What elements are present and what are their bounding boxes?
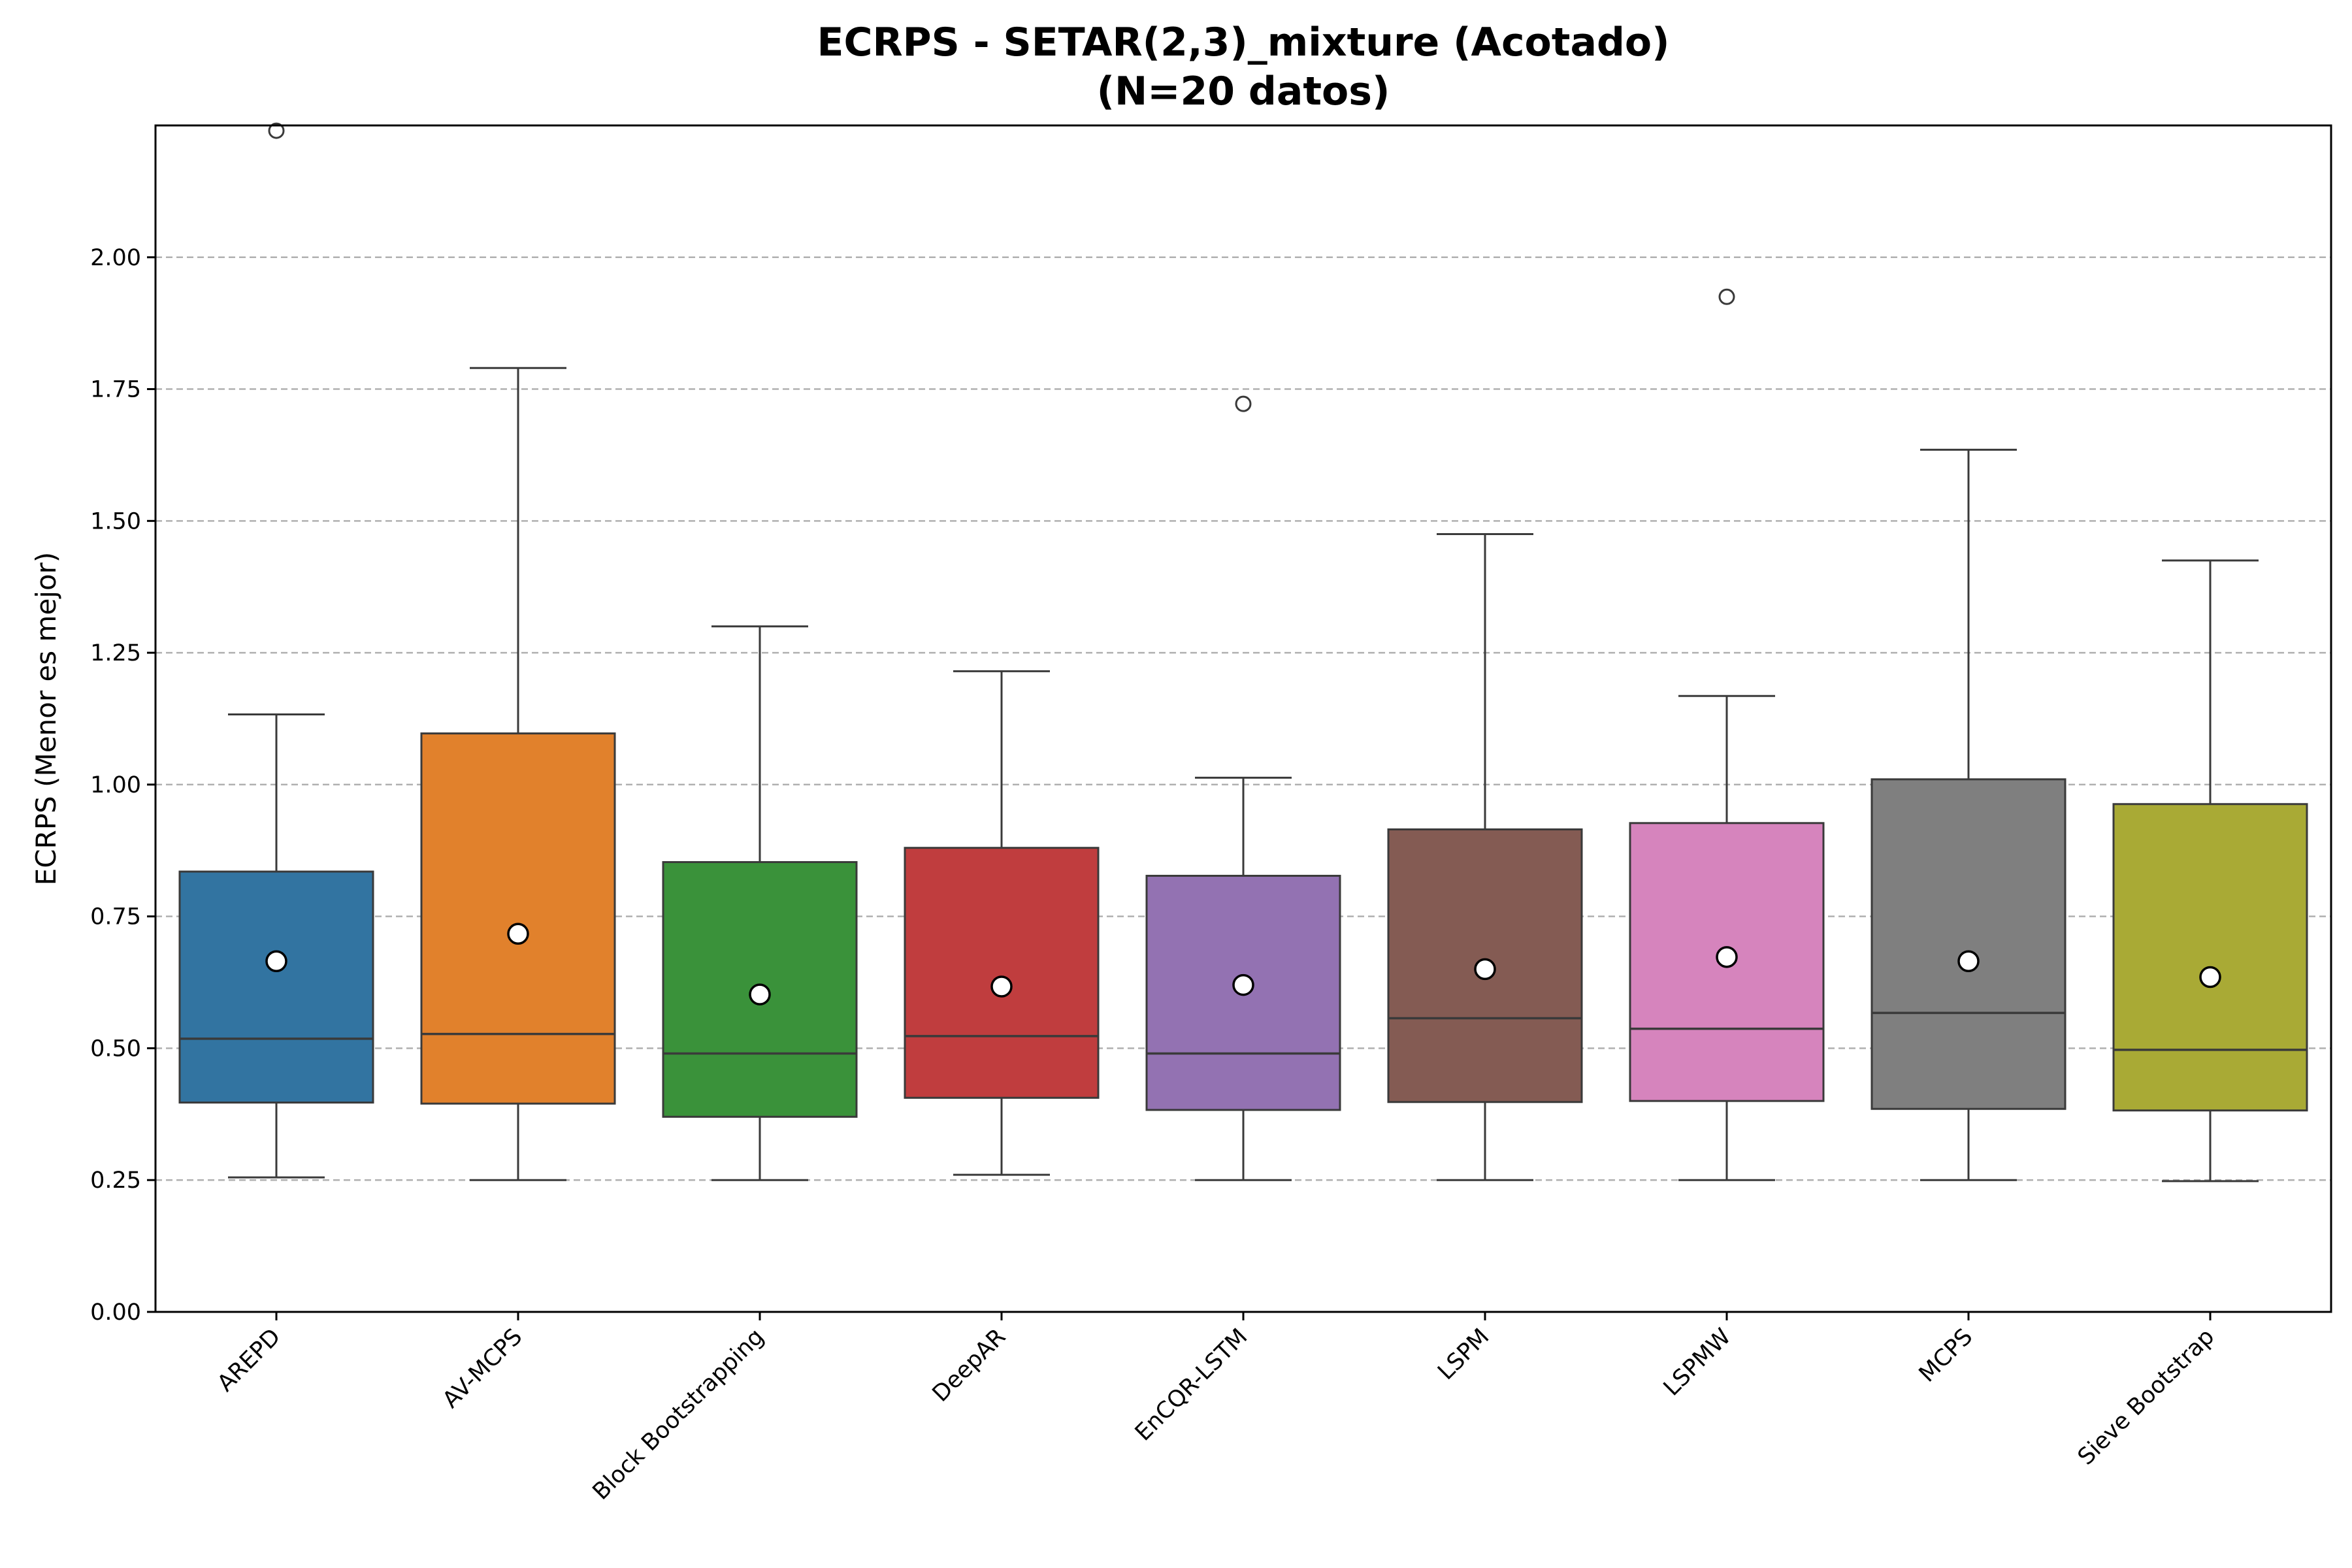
x-tick-label: AV-MCPS bbox=[438, 1324, 527, 1413]
mean-marker bbox=[265, 950, 287, 973]
x-tick-label: EnCQR-LSTM bbox=[1130, 1324, 1252, 1446]
x-tick-label: Sieve Bootstrap bbox=[2073, 1324, 2219, 1470]
y-tick-label: 0.25 bbox=[90, 1168, 141, 1194]
y-axis-label: ECRPS (Menor es mejor) bbox=[30, 552, 62, 886]
y-tick-label: 1.50 bbox=[90, 508, 141, 534]
mean-marker bbox=[990, 975, 1013, 998]
outlier-point bbox=[1718, 288, 1735, 305]
mean-marker bbox=[749, 983, 771, 1005]
mean-marker bbox=[1232, 973, 1254, 996]
y-tick-label: 0.00 bbox=[90, 1299, 141, 1326]
y-tick-label: 1.75 bbox=[90, 377, 141, 403]
outlier-point bbox=[1235, 395, 1252, 412]
x-tick-label: LSPM bbox=[1433, 1324, 1494, 1385]
box-group bbox=[662, 625, 858, 1181]
box-group bbox=[420, 367, 616, 1181]
y-tick-label: 0.50 bbox=[90, 1036, 141, 1062]
x-tick-label: Block Bootstrapping bbox=[588, 1324, 770, 1505]
x-tick-label: DeepAR bbox=[928, 1324, 1011, 1407]
box-plots bbox=[178, 122, 2308, 1183]
x-tick-label: MCPS bbox=[1914, 1324, 1978, 1388]
mean-marker bbox=[2199, 966, 2221, 988]
x-axis-ticks: AREPD AV-MCPS Block Bootstrapping DeepAR EnC… bbox=[212, 1312, 2219, 1505]
box-group bbox=[1387, 533, 1583, 1181]
box-group bbox=[178, 122, 374, 1179]
x-tick-label: AREPD bbox=[212, 1324, 286, 1397]
y-tick-label: 1.00 bbox=[90, 772, 141, 798]
box-group bbox=[1870, 448, 2066, 1181]
box-group bbox=[2112, 559, 2308, 1183]
y-tick-label: 2.00 bbox=[90, 245, 141, 271]
y-tick-label: 1.25 bbox=[90, 640, 141, 666]
chart-subtitle: (N=20 datos) bbox=[1097, 69, 1390, 114]
outlier-point bbox=[268, 122, 285, 139]
box-group bbox=[1629, 288, 1825, 1181]
mean-marker bbox=[1957, 950, 1980, 973]
box-iqr bbox=[2112, 803, 2308, 1112]
box-group bbox=[1145, 395, 1341, 1181]
box-iqr bbox=[904, 847, 1100, 1099]
box-iqr bbox=[178, 870, 374, 1104]
box-iqr bbox=[420, 732, 616, 1105]
mean-marker bbox=[1474, 958, 1496, 981]
box-group bbox=[904, 670, 1100, 1176]
mean-marker bbox=[1716, 946, 1738, 968]
chart-title: ECRPS - SETAR(2,3)_mixture (Acotado) bbox=[817, 20, 1669, 65]
y-axis-ticks: 0.00 0.25 0.50 0.75 1.00 1.25 1.50 1.75 2.00 bbox=[90, 245, 155, 1326]
y-tick-label: 0.75 bbox=[90, 904, 141, 930]
mean-marker bbox=[507, 923, 529, 945]
x-tick-label: LSPMW bbox=[1659, 1324, 1737, 1401]
box-iqr bbox=[1870, 778, 2066, 1110]
